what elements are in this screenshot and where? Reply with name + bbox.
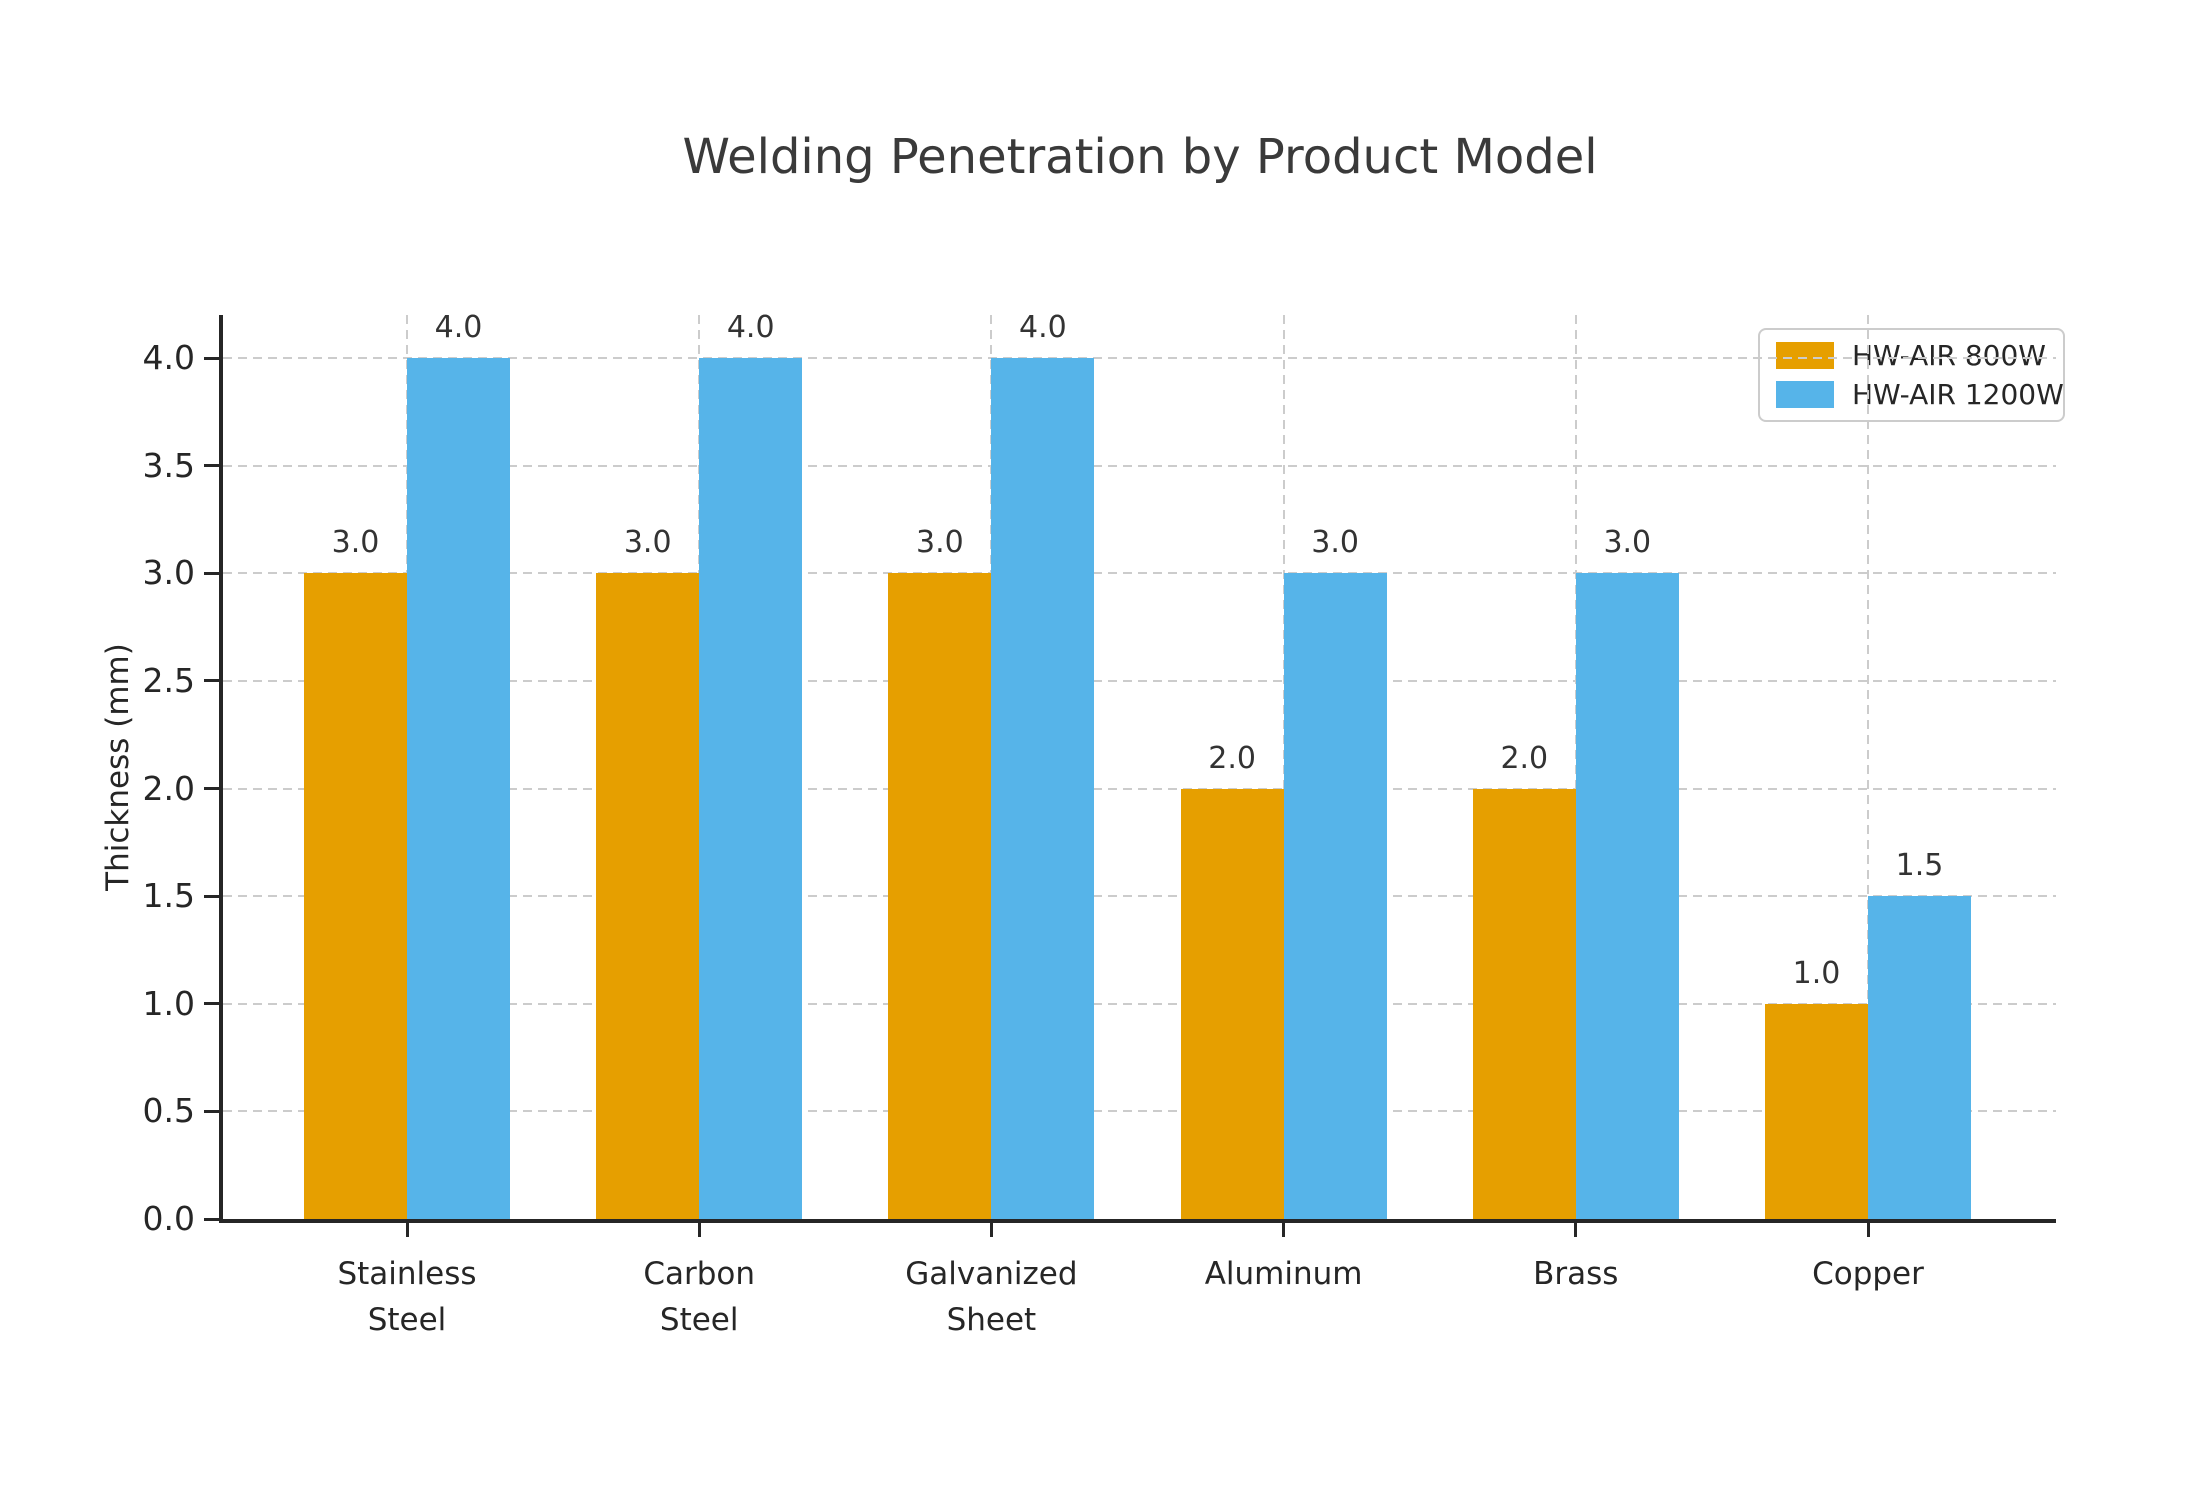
bar-series-1 <box>1575 573 1679 1219</box>
x-tick <box>405 1223 409 1237</box>
x-gridline <box>1867 315 1869 1219</box>
category-label: Carbon Steel <box>529 1251 869 1343</box>
category-label-line: Carbon <box>643 1256 756 1292</box>
y-tick-label: 4.0 <box>142 338 195 378</box>
legend-swatch <box>1776 381 1834 409</box>
category-label-line: Brass <box>1533 1256 1619 1292</box>
x-tick <box>1574 1223 1578 1237</box>
chart-title: Welding Penetration by Product Model <box>682 129 1598 185</box>
y-tick <box>204 787 219 791</box>
y-axis-spine <box>219 315 223 1223</box>
y-tick <box>204 1002 219 1006</box>
bar-series-0 <box>596 573 700 1219</box>
y-tick <box>204 571 219 575</box>
category-label: Aluminum <box>1114 1251 1454 1297</box>
y-tick-label: 0.0 <box>142 1199 195 1238</box>
bar-series-1 <box>991 358 1095 1219</box>
y-gridline <box>223 1002 2056 1005</box>
category-label-line: Galvanized <box>905 1256 1078 1292</box>
category-label: Copper <box>1698 1251 2038 1297</box>
y-tick-label: 3.5 <box>142 445 195 485</box>
category-label-line: Steel <box>659 1302 739 1338</box>
y-gridline <box>223 679 2056 682</box>
category-label-line: Stainless <box>337 1256 477 1292</box>
y-tick <box>204 1217 219 1221</box>
y-tick-label: 2.5 <box>142 660 195 700</box>
y-tick-label: 2.0 <box>142 768 195 808</box>
x-axis-spine <box>219 1219 2056 1223</box>
bar-series-1 <box>407 358 510 1219</box>
bar-value-label: 3.0 <box>623 525 672 561</box>
bar-value-label: 3.0 <box>1311 525 1359 561</box>
bar-value-label: 4.0 <box>1019 310 1067 346</box>
y-tick <box>204 356 219 360</box>
y-tick <box>204 1109 219 1113</box>
y-tick-label: 0.5 <box>142 1091 195 1131</box>
y-gridline <box>223 1110 2056 1113</box>
y-tick <box>204 679 219 683</box>
category-label-line: Aluminum <box>1204 1256 1363 1292</box>
bar-value-label: 3.0 <box>1603 525 1652 561</box>
legend-item: HW-AIR 1200W <box>1776 378 2064 411</box>
category-label: Stainless Steel <box>237 1251 577 1343</box>
legend-label: HW-AIR 800W <box>1852 338 2046 372</box>
y-gridline <box>223 787 2056 790</box>
y-gridline <box>223 357 2056 360</box>
bar-value-label: 4.0 <box>434 310 483 346</box>
bar-series-1 <box>699 358 803 1219</box>
bar-value-label: 1.0 <box>1792 955 1841 991</box>
category-label-line: Sheet <box>946 1302 1037 1338</box>
y-tick <box>204 894 219 898</box>
legend: HW-AIR 800W HW-AIR 1200W <box>1758 328 2065 422</box>
bar-value-label: 3.0 <box>331 525 380 561</box>
bar-value-label: 2.0 <box>1500 740 1549 776</box>
legend-item: HW-AIR 800W <box>1776 339 2047 372</box>
legend-label: HW-AIR 1200W <box>1852 378 2064 412</box>
y-gridline <box>223 572 2056 575</box>
y-tick-label: 1.0 <box>142 983 195 1023</box>
y-gridline <box>223 464 2056 467</box>
category-label: Brass <box>1406 1251 1746 1297</box>
category-label-line: Steel <box>367 1302 447 1338</box>
bar-series-0 <box>888 573 992 1219</box>
y-tick-label: 1.5 <box>142 876 195 916</box>
category-label-line: Copper <box>1812 1256 1924 1292</box>
x-tick <box>989 1223 993 1237</box>
y-gridline <box>223 895 2056 898</box>
bar-series-1 <box>1868 896 1971 1219</box>
bar-series-1 <box>1283 573 1387 1219</box>
bar-value-label: 4.0 <box>726 310 775 346</box>
y-tick-label: 3.0 <box>142 553 195 593</box>
bar-series-0 <box>304 573 407 1219</box>
y-tick <box>204 464 219 468</box>
bar-series-0 <box>1180 788 1284 1219</box>
x-tick <box>1282 1223 1286 1237</box>
x-tick <box>1866 1223 1870 1237</box>
bar-series-0 <box>1765 1003 1868 1219</box>
category-label: Galvanized Sheet <box>821 1251 1161 1343</box>
bar-value-label: 3.0 <box>916 525 964 561</box>
bar-value-label: 2.0 <box>1208 740 1256 776</box>
bar-series-0 <box>1472 788 1576 1219</box>
legend-swatch <box>1776 341 1834 369</box>
bar-value-label: 1.5 <box>1895 848 1944 884</box>
x-tick <box>697 1223 701 1237</box>
